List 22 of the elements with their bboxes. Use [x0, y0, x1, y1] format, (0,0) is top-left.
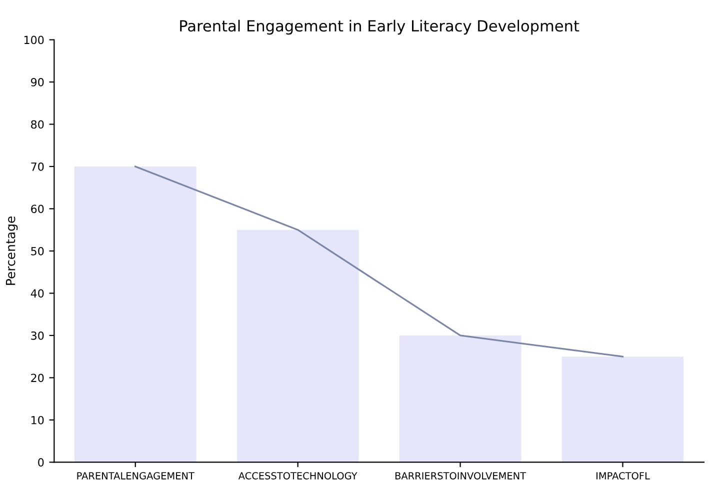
y-tick-label: 0: [38, 458, 44, 467]
y-tick-label: 60: [31, 204, 44, 214]
line-series: [134, 166, 624, 358]
y-tick-label: 30: [31, 331, 44, 340]
y-tick-label: 80: [31, 120, 44, 129]
bar: [562, 356, 684, 462]
chart-title: Parental Engagement in Early Literacy Development: [180, 20, 580, 35]
x-tick-label: BARRIERSTOINVOLVEMENT: [395, 472, 526, 480]
y-tick-label: 100: [24, 36, 44, 44]
y-tick-label: 70: [31, 162, 44, 171]
y-tick-label: 20: [31, 374, 44, 382]
x-tick-label: IMPACTOFL: [596, 472, 650, 480]
y-tick-label: 90: [30, 78, 44, 86]
y-axis-title: Percentage: [6, 216, 18, 285]
x-tick-label: PARENTALENGAGEMENT: [77, 472, 194, 480]
y-tick-label: 50: [31, 246, 44, 256]
y-tick-label: 40: [30, 289, 44, 298]
y-tick-label: 10: [32, 416, 44, 424]
bar: [399, 335, 522, 462]
bar: [236, 230, 359, 462]
bar: [74, 166, 196, 462]
x-tick-label: ACCESSTOTECHNOLOGY: [238, 472, 358, 480]
